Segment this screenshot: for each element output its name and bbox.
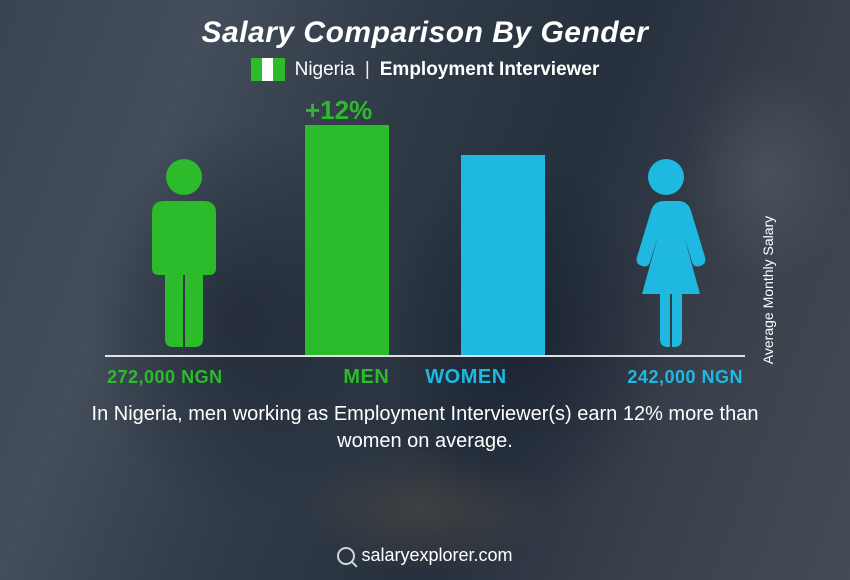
woman-icon [616, 155, 716, 355]
country-label: Nigeria [295, 59, 355, 81]
chart-baseline [105, 355, 745, 357]
subtitle-separator: | [365, 59, 370, 81]
delta-label: +12% [305, 95, 372, 126]
women-gender-label: WOMEN [425, 366, 506, 389]
footer: salaryexplorer.com [0, 545, 850, 566]
y-axis-label: Average Monthly Salary [760, 216, 776, 364]
flag-stripe-3 [273, 58, 284, 81]
men-gender-label: MEN [343, 366, 389, 389]
women-figure [611, 155, 721, 355]
summary-text: In Nigeria, men working as Employment In… [65, 401, 785, 455]
women-bar [461, 155, 545, 355]
gender-bar-chart: +12% 272,000 NGN MEN WOMEN 242,000 NGN [105, 95, 745, 395]
page-title: Salary Comparison By Gender [202, 16, 649, 50]
women-salary-label: 242,000 NGN [627, 367, 743, 388]
flag-stripe-1 [251, 58, 262, 81]
infographic-content: Salary Comparison By Gender Nigeria | Em… [0, 0, 850, 580]
men-salary-label: 272,000 NGN [107, 367, 223, 388]
gender-labels: MEN WOMEN [343, 366, 506, 389]
magnifier-icon [337, 547, 355, 565]
footer-text: salaryexplorer.com [361, 545, 512, 566]
chart-labels-row: 272,000 NGN MEN WOMEN 242,000 NGN [105, 366, 745, 389]
men-figure [129, 155, 239, 355]
men-bar [305, 125, 389, 355]
nigeria-flag-icon [251, 58, 285, 81]
flag-stripe-2 [262, 58, 273, 81]
job-label: Employment Interviewer [380, 59, 600, 81]
man-icon [134, 155, 234, 355]
subtitle-row: Nigeria | Employment Interviewer [251, 58, 600, 81]
